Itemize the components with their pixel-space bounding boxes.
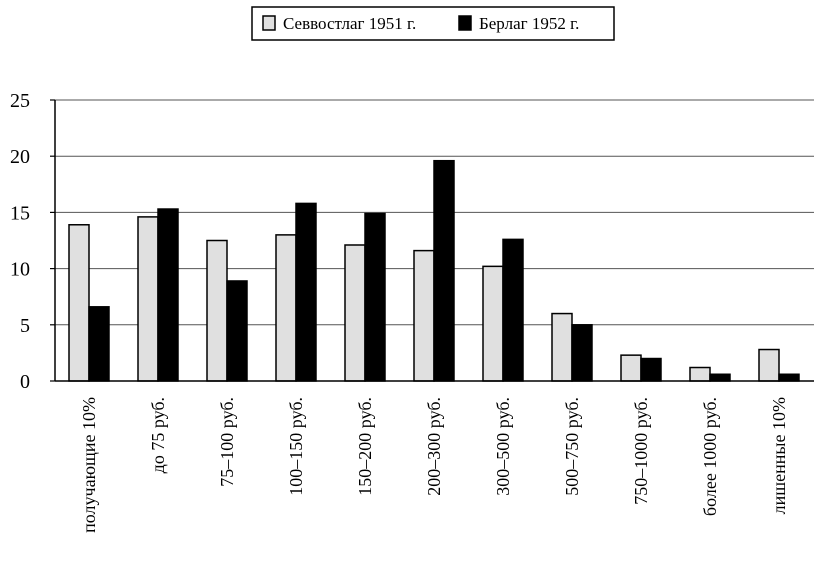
bar-series-2 (778, 373, 800, 382)
legend-box (251, 6, 615, 41)
legend-swatch (262, 15, 276, 31)
bar-series-1 (344, 244, 366, 382)
bar-series-2 (640, 357, 662, 382)
bar-series-2 (502, 238, 524, 382)
bar-series-1 (689, 366, 711, 382)
bar-series-1 (758, 348, 780, 382)
x-category-label: 750–1000 руб. (631, 397, 651, 505)
y-tick-label: 5 (20, 315, 30, 337)
bar-series-1 (620, 354, 642, 382)
bar-series-1 (413, 249, 435, 382)
legend-swatch (458, 15, 472, 31)
bar-series-2 (157, 208, 179, 382)
x-category-label: 300–500 руб. (493, 397, 513, 496)
bars (68, 159, 800, 382)
legend-label: Берлаг 1952 г. (479, 14, 579, 33)
bar-series-1 (551, 312, 573, 382)
bar-series-1 (206, 239, 228, 382)
y-tick-label: 15 (10, 202, 30, 224)
x-category-label: 500–750 руб. (562, 397, 582, 496)
x-category-label: более 1000 руб. (700, 397, 720, 516)
bar-series-1 (482, 265, 504, 382)
x-category-label: до 75 руб. (148, 397, 168, 473)
bar-series-1 (68, 224, 90, 382)
y-tick-label: 10 (10, 259, 30, 281)
x-category-label: 75–100 руб. (217, 397, 237, 487)
bar-series-2 (709, 373, 731, 382)
y-tick-label: 0 (20, 371, 30, 393)
x-category-label: 100–150 руб. (286, 397, 306, 496)
bar-series-1 (137, 216, 159, 382)
x-category-label: 200–300 руб. (424, 397, 444, 496)
bar-series-2 (364, 212, 386, 382)
axes (54, 100, 814, 382)
y-axis-ticks: 0 5 10 15 20 25 (10, 90, 55, 393)
bar-series-2 (295, 202, 317, 382)
x-axis-labels: получающие 10% до 75 руб. 75–100 руб. 100–1… (79, 397, 789, 533)
bar-series-2 (88, 306, 110, 382)
x-category-label: 150–200 руб. (355, 397, 375, 496)
bar-series-2 (226, 280, 248, 382)
bar-series-2 (571, 324, 593, 382)
legend: Севвостлаг 1951 г. Берлаг 1952 г. (251, 6, 615, 41)
x-category-label: лишенные 10% (769, 397, 789, 514)
legend-label: Севвостлаг 1951 г. (283, 14, 416, 33)
y-tick-label: 25 (10, 90, 30, 112)
y-tick-label: 20 (10, 146, 30, 168)
bar-series-1 (275, 234, 297, 382)
bar-series-2 (433, 159, 455, 382)
x-category-label: получающие 10% (79, 397, 99, 533)
